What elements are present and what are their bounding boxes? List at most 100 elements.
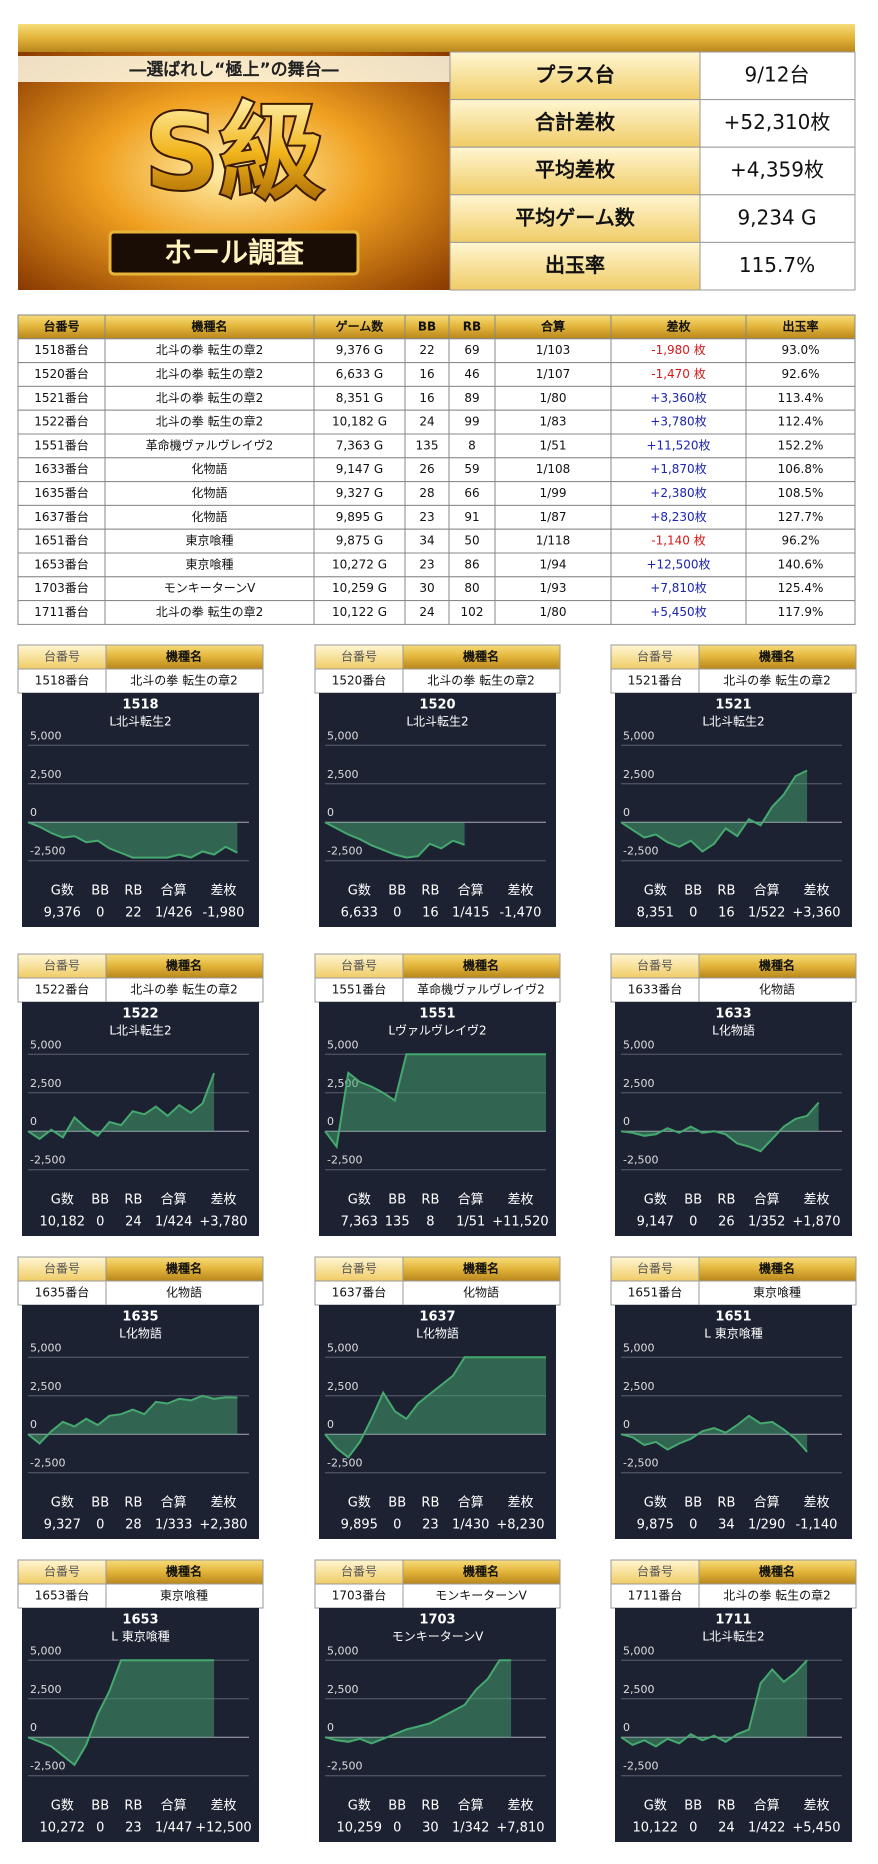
mini-header: 台番号 [637,1564,673,1579]
stat-value: 16 [718,906,735,921]
stat-label: G数 [51,884,74,899]
machine-model: 北斗の拳 転生の章2 [427,673,534,688]
line [620,769,808,853]
summary-value: 115.7% [739,253,815,277]
stat-value: 10,259 [337,1821,383,1836]
chart-subtitle: L化物語 [119,1326,162,1341]
stat-label: 合算 [754,884,780,899]
stat-value: -1,470 [499,906,541,921]
table-text: 24 [419,415,434,429]
table-text: 1520番台 [34,366,89,381]
stat-label: 差枚 [507,1496,533,1511]
y-tick-label: 5,000 [30,729,62,742]
chart-title: 1637 [419,1310,455,1325]
stat-label: 合算 [161,1496,187,1511]
table-text: -1,980 枚 [651,342,706,357]
stat-label: RB [124,1193,142,1208]
machine-model: 東京喰種 [160,1588,208,1603]
table-text: 10,259 G [332,581,387,595]
table-text: 北斗の拳 転生の章2 [156,604,263,619]
y-tick-label: 0 [30,806,37,819]
table-header: 機種名 [191,318,227,333]
machine-number: 1518番台 [35,673,90,688]
table-text: +1,870枚 [650,461,706,476]
mini-header-cell [314,1559,404,1585]
table-text: 化物語 [191,509,227,524]
stat-label: G数 [644,1799,667,1814]
y-tick-label: 0 [623,1418,630,1431]
y-tick-label: 2,500 [623,1683,655,1696]
y-tick-label: 5,000 [327,1644,359,1657]
table-text: 96.2% [781,534,819,548]
stat-label: BB [684,1799,702,1814]
table-text: 92.6% [781,367,819,381]
table-text: 125.4% [778,581,824,595]
stat-label: BB [91,884,109,899]
table-text: 1551番台 [34,437,89,452]
chart-title: 1703 [419,1613,455,1628]
banner-ribbon [108,230,360,276]
table-text: 9,376 G [336,343,383,357]
machine-model: 革命機ヴァルヴレイヴ2 [417,982,545,997]
machine-number: 1635番台 [35,1285,90,1300]
stat-value: 1/51 [456,1215,485,1230]
chart-title: 1651 [715,1310,751,1325]
line [324,1356,546,1459]
mini-header: 台番号 [637,649,673,664]
mini-cell [698,1583,857,1609]
chart-subtitle: L北斗転生2 [109,715,171,729]
stat-value: 6,633 [341,906,378,921]
table-text: +3,780枚 [650,414,706,429]
machine-model: 北斗の拳 転生の章2 [130,982,237,997]
table-text: 10,122 G [332,605,387,619]
line [620,1659,808,1748]
stat-label: BB [91,1799,109,1814]
table-text: 91 [464,510,479,524]
stat-value: +2,380 [199,1518,247,1533]
machine-model: 東京喰種 [753,1285,801,1300]
table-text: 46 [464,367,479,381]
stat-label: 合算 [161,1193,187,1208]
y-tick-label: 0 [327,1418,334,1431]
area [621,1660,808,1747]
chart-panel [22,693,259,927]
mini-header-cell [610,1256,700,1282]
mini-header: 台番号 [44,958,80,973]
table-header: ゲーム数 [336,318,385,333]
table-text: 9,875 G [336,534,383,548]
table-text: 1/51 [540,438,567,452]
area [28,1073,215,1139]
machine-number: 1522番台 [35,982,90,997]
machine-model: 北斗の拳 転生の章2 [723,673,830,688]
mini-header-cell [17,1256,107,1282]
area [28,822,238,858]
table-text: 140.6% [778,557,824,571]
mini-header-cell [17,953,107,979]
table-text: -1,470 枚 [651,366,706,381]
stat-label: BB [388,1496,406,1511]
machine-model: 化物語 [166,1285,202,1300]
stat-value: 9,895 [341,1518,378,1533]
mini-cell [402,668,561,694]
summary-value-cell [699,146,856,196]
mini-header: 機種名 [759,649,795,664]
stat-label: 差枚 [803,884,829,899]
chart-title: 1518 [122,698,158,713]
mini-header-cell [105,644,264,670]
stat-value: -1,980 [202,906,244,921]
machine-number: 1703番台 [332,1588,387,1603]
stat-label: G数 [644,884,667,899]
table-text: +5,450枚 [650,604,706,619]
mini-cell [105,977,264,1003]
mini-cell [402,1280,561,1306]
y-tick-label: 0 [327,1721,334,1734]
y-tick-label: 0 [327,806,334,819]
stat-label: G数 [348,1496,371,1511]
stat-value: 26 [718,1215,735,1230]
stat-label: RB [717,1496,735,1511]
mini-cell [17,1280,107,1306]
table-text: 化物語 [191,461,227,476]
stat-label: 合算 [754,1193,780,1208]
